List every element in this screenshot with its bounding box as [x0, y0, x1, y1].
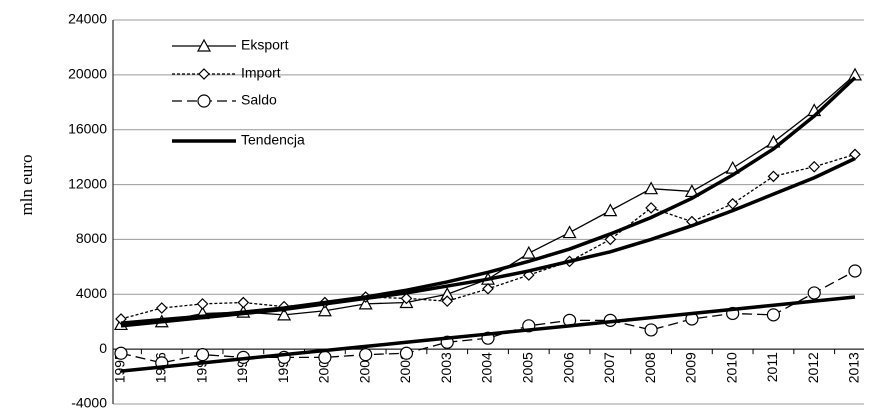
x-tick-label: 2003 [438, 352, 454, 383]
marker [848, 264, 862, 278]
marker [237, 296, 250, 309]
x-tick-label: 2013 [846, 352, 862, 383]
marker [562, 225, 577, 239]
x-tick-label: 2005 [519, 352, 535, 383]
x-tick-label: 2004 [479, 352, 495, 383]
marker [603, 203, 618, 217]
marker [195, 348, 210, 362]
x-tick-label: 2008 [642, 352, 658, 383]
legend-label: Saldo [241, 92, 277, 108]
y-tick-label: 12000 [68, 175, 107, 191]
legend-label: Import [241, 65, 281, 81]
y-axis-label: mln euro [17, 155, 36, 216]
y-tick-label: 8000 [76, 230, 107, 246]
x-tick-label: 2012 [805, 352, 821, 383]
marker [358, 296, 373, 310]
x-tick-label: 2006 [560, 352, 576, 383]
y-tick-label: 16000 [68, 120, 107, 136]
marker [644, 323, 658, 337]
x-tick-label: 2007 [601, 352, 617, 383]
marker [726, 197, 739, 210]
marker [645, 202, 657, 214]
legend-label: Tendencja [241, 132, 305, 148]
marker [155, 302, 168, 314]
marker [277, 307, 292, 321]
x-tick-label: 2009 [683, 352, 699, 383]
x-tick-label: 1995 [112, 352, 128, 383]
marker [318, 350, 332, 364]
y-tick-label: 24000 [68, 11, 107, 27]
marker [400, 292, 413, 305]
marker [399, 346, 414, 360]
marker [317, 303, 332, 317]
x-tick-label: 2010 [723, 352, 739, 383]
marker [644, 181, 659, 195]
y-tick-label: 4000 [76, 285, 107, 301]
marker [197, 94, 211, 108]
y-tick-label: 20000 [68, 66, 107, 82]
marker [807, 286, 821, 300]
marker [808, 160, 821, 173]
marker [441, 295, 454, 307]
x-tick-label: 2002 [397, 352, 413, 383]
marker [604, 233, 617, 246]
marker [196, 298, 209, 310]
marker [766, 308, 781, 322]
legend-label: Eksport [241, 37, 289, 53]
y-tick-label: -4000 [71, 395, 107, 409]
marker [196, 38, 212, 52]
marker [767, 170, 780, 183]
trend-line [120, 295, 856, 373]
marker [521, 245, 536, 259]
trend-line [120, 156, 856, 328]
y-tick-label: 0 [99, 340, 107, 356]
marker [849, 148, 861, 161]
x-tick-label: 2011 [764, 352, 780, 382]
marker [359, 348, 373, 362]
marker [114, 346, 128, 360]
marker [482, 282, 494, 295]
marker [198, 68, 210, 80]
